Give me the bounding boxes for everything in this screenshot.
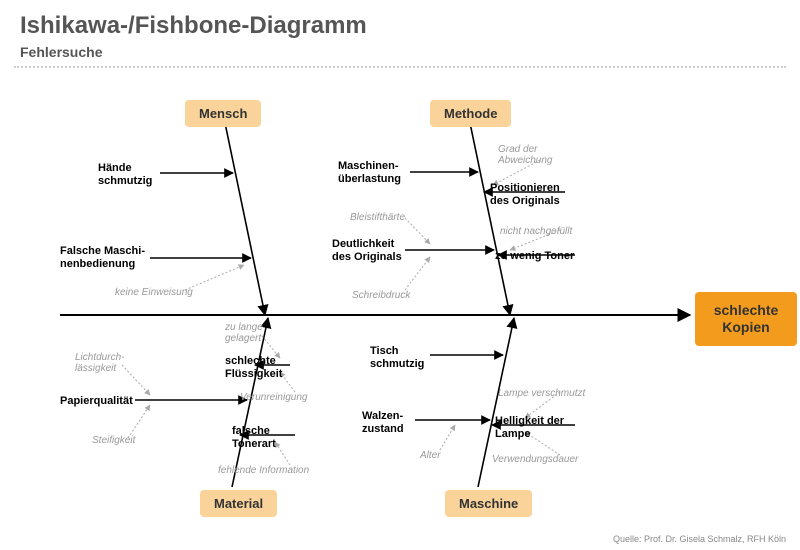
subcause: Lampe verschmutzt [498, 388, 585, 399]
subcause: Alter [420, 450, 441, 461]
subcause: keine Einweisung [115, 287, 193, 298]
category-maschine: Maschine [445, 490, 532, 517]
cause: zu wenig Toner [495, 250, 574, 263]
cause: falsche Tonerart [232, 425, 276, 450]
cause: Hände schmutzig [98, 162, 152, 187]
category-methode: Methode [430, 100, 511, 127]
subcause: Verunreinigung [240, 392, 307, 403]
subcause: Verwendungsdauer [492, 454, 578, 465]
fishbone-svg [0, 0, 800, 550]
cause: Positionieren des Originals [490, 182, 560, 207]
effect-label: schlechte Kopien [714, 302, 779, 335]
cause: Papierqualität [60, 395, 133, 408]
cause: Deutlichkeit des Originals [332, 238, 402, 263]
cause: Falsche Maschi- nenbedienung [60, 245, 145, 270]
subcause: Lichtdurch- lässigkeit [75, 352, 124, 374]
cause: Walzen- zustand [362, 410, 404, 435]
subcause: Grad der Abweichung [498, 144, 552, 166]
source-credit: Quelle: Prof. Dr. Gisela Schmalz, RFH Kö… [613, 534, 786, 544]
subcause: nicht nachgefüllt [500, 226, 572, 237]
cause: schlechte Flüssigkeit [225, 355, 282, 380]
subcause: Steifigkeit [92, 435, 135, 446]
subcause: Schreibdruck [352, 290, 410, 301]
cause: Helligkeit der Lampe [495, 415, 564, 440]
effect-box: schlechte Kopien [695, 292, 797, 346]
cause: Tisch schmutzig [370, 345, 424, 370]
subcause: fehlende Information [218, 465, 309, 476]
subcause: zu lange gelagert [225, 322, 263, 344]
cause: Maschinen- überlastung [338, 160, 401, 185]
category-mensch: Mensch [185, 100, 261, 127]
subcause: Bleistifthärte [350, 212, 405, 223]
category-material: Material [200, 490, 277, 517]
